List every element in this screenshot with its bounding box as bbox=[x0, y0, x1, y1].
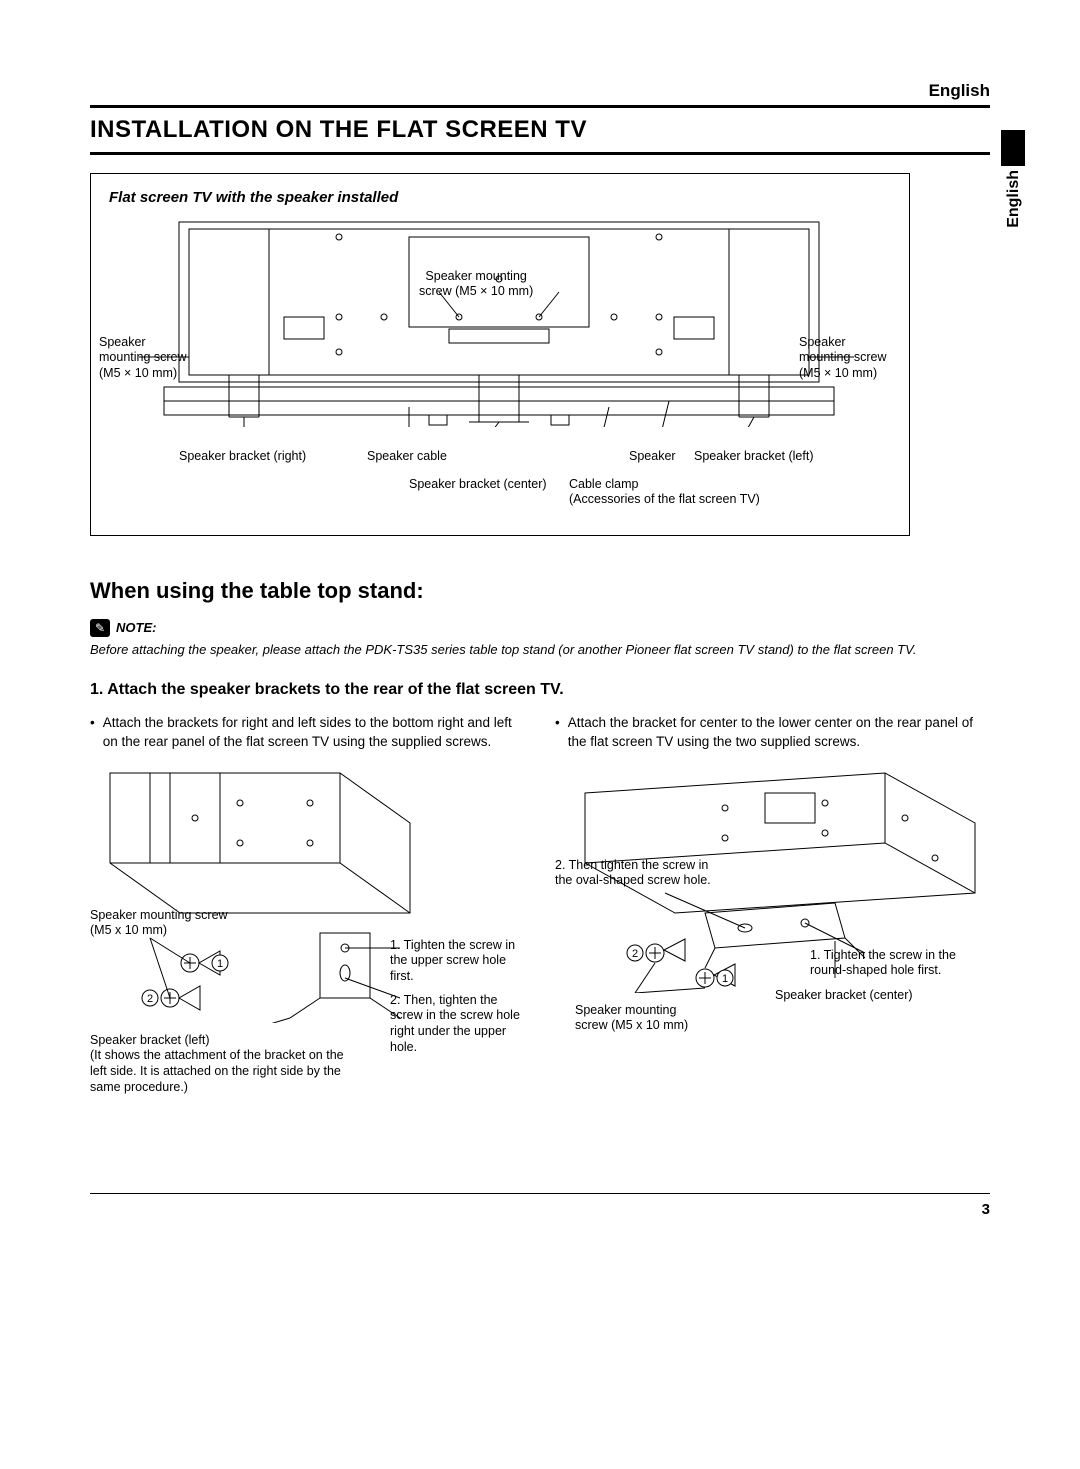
label-bracket-left: Speaker bracket (left) bbox=[694, 449, 814, 465]
left-step2: 2. Then, tighten the screw in the screw … bbox=[390, 993, 530, 1056]
right-step2: 2. Then tighten the screw in the oval-sh… bbox=[555, 858, 715, 889]
language-header: English bbox=[90, 80, 990, 103]
page-number: 3 bbox=[90, 1200, 990, 1220]
right-screw-label: Speaker mounting screw (M5 x 10 mm) bbox=[575, 1003, 688, 1034]
svg-text:1: 1 bbox=[722, 973, 728, 985]
section-h2: When using the table top stand: bbox=[90, 576, 990, 606]
bullet-right-text: Attach the bracket for center to the low… bbox=[568, 714, 990, 750]
left-screw-label: Speaker mounting screw (M5 x 10 mm) bbox=[90, 908, 228, 939]
right-bracket-label: Speaker bracket (center) bbox=[775, 988, 913, 1004]
note-row: ✎ NOTE: bbox=[90, 619, 990, 637]
side-tab-label: English bbox=[1003, 170, 1025, 228]
two-column-layout: • Attach the brackets for right and left… bbox=[90, 714, 990, 1162]
column-left: • Attach the brackets for right and left… bbox=[90, 714, 525, 1162]
tv-rear-svg bbox=[109, 217, 889, 427]
note-icon: ✎ bbox=[90, 619, 110, 637]
bullet-dot-icon: • bbox=[555, 714, 560, 750]
figure-main: Flat screen TV with the speaker installe… bbox=[90, 173, 910, 535]
bullet-left: • Attach the brackets for right and left… bbox=[90, 714, 525, 750]
label-right: Speaker mounting screw (M5 × 10 mm) bbox=[799, 335, 887, 382]
label-speaker: Speaker bbox=[629, 449, 676, 465]
label-left: Speaker mounting screw (M5 × 10 mm) bbox=[99, 335, 187, 382]
column-right: • Attach the bracket for center to the l… bbox=[555, 714, 990, 1162]
label-bracket-center: Speaker bracket (center) bbox=[409, 477, 547, 493]
left-step1: 1. Tighten the screw in the upper screw … bbox=[390, 938, 530, 985]
step-heading: 1. Attach the speaker brackets to the re… bbox=[90, 679, 990, 701]
right-step1: 1. Tighten the screw in the round-shaped… bbox=[810, 948, 980, 979]
svg-text:1: 1 bbox=[217, 958, 223, 970]
bullet-right: • Attach the bracket for center to the l… bbox=[555, 714, 990, 750]
main-title: INSTALLATION ON THE FLAT SCREEN TV bbox=[90, 114, 990, 155]
bullet-left-text: Attach the brackets for right and left s… bbox=[103, 714, 525, 750]
note-label: NOTE: bbox=[116, 619, 156, 637]
label-cable: Speaker cable bbox=[367, 449, 447, 465]
figure-main-title: Flat screen TV with the speaker installe… bbox=[109, 188, 891, 208]
diagram-main: Speaker mounting screw (M5 × 10 mm) Spea… bbox=[109, 217, 891, 517]
svg-text:2: 2 bbox=[147, 993, 153, 1005]
note-text: Before attaching the speaker, please att… bbox=[90, 641, 990, 659]
footer-rule bbox=[90, 1193, 990, 1194]
label-clamp: Cable clamp (Accessories of the flat scr… bbox=[569, 477, 760, 508]
svg-text:2: 2 bbox=[632, 948, 638, 960]
bullet-dot-icon: • bbox=[90, 714, 95, 750]
label-top-center: Speaker mounting screw (M5 × 10 mm) bbox=[419, 269, 533, 300]
diagram-left: 1 2 Speaker mounting screw (M5 x 10 mm) … bbox=[90, 763, 525, 1163]
left-bracket-label: Speaker bracket (left) (It shows the att… bbox=[90, 1033, 350, 1096]
diagram-right: 1 2 2. Then tighten the screw in the ova… bbox=[555, 763, 990, 1103]
side-tab-box bbox=[1001, 130, 1025, 166]
top-rule bbox=[90, 105, 990, 108]
label-bracket-right: Speaker bracket (right) bbox=[179, 449, 306, 465]
